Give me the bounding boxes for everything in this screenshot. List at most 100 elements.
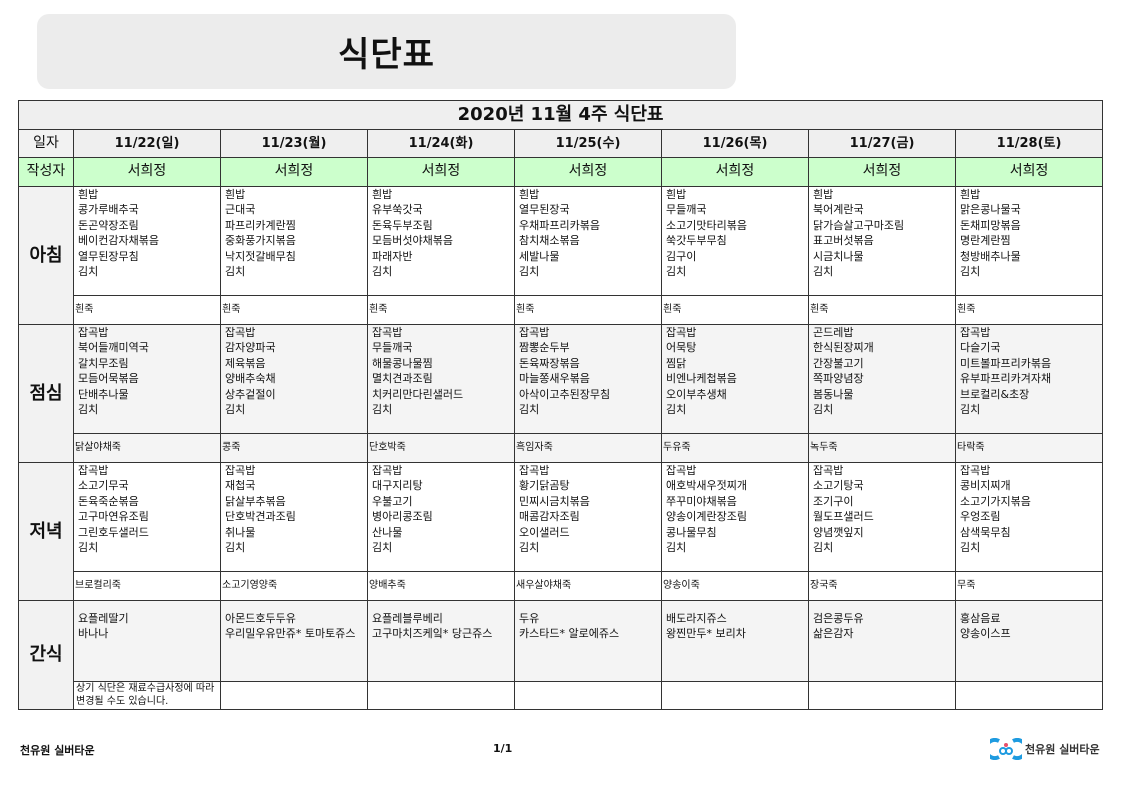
menu-item: 잡곡밥: [666, 464, 697, 477]
menu-item: 시금치나물: [813, 249, 864, 263]
lunch-porridge: 콩죽: [220, 433, 368, 463]
meal-label-dinner: 저녁: [18, 462, 74, 601]
menu-item: 흰밥: [225, 188, 246, 201]
menu-item: 청방배추나물: [960, 249, 1021, 263]
menu-item: 참치채소볶음: [519, 234, 580, 248]
logo: 천유원 실버타운: [990, 738, 1100, 760]
footer-org: 천유원 실버타운: [20, 744, 95, 757]
breakfast-porridge: 흰죽: [661, 295, 809, 325]
menu-item: 해물콩나물찜: [372, 356, 433, 370]
empty-cell: [514, 681, 662, 710]
menu-item: 요플레딸기: [78, 612, 129, 625]
menu-item: 봄동나물: [813, 387, 854, 401]
page-number: 1/1: [493, 742, 513, 755]
breakfast-menu-cell: 흰밥 열무된장국 우채파프리카볶음 참치채소볶음 세발나물 김치: [514, 186, 662, 296]
writer-name: 서희정: [73, 157, 221, 187]
menu-item: 왕찐만두* 보리차: [666, 627, 746, 641]
menu-item: 삼색묵무침: [960, 525, 1011, 539]
menu-item: 베이컨감자채볶음: [78, 234, 159, 248]
menu-item: 감자양파국: [225, 341, 276, 355]
day-date: 11/26(목): [661, 129, 809, 158]
writer-name: 서희정: [661, 157, 809, 187]
menu-item: 표고버섯볶음: [813, 234, 874, 248]
menu-item: 잡곡밥: [813, 464, 844, 477]
menu-item: 열무된장무침: [78, 249, 139, 263]
menu-item: 파프리카계란찜: [225, 218, 296, 232]
dinner-menu-cell: 잡곡밥 소고기탕국 조기구이 월도프샐러드 양념깻잎지 김치: [808, 462, 956, 572]
menu-item: 소고기맛타리볶음: [666, 218, 747, 232]
menu-item: 김치: [78, 541, 99, 555]
writer-name: 서희정: [808, 157, 956, 187]
menu-item: 우채파프리카볶음: [519, 218, 600, 232]
menu-item: 잡곡밥: [78, 326, 109, 339]
menu-item: 우엉조림: [960, 510, 1001, 524]
breakfast-porridge: 흰죽: [514, 295, 662, 325]
menu-item: 세발나물: [519, 249, 560, 263]
menu-item: 고구마연유조림: [78, 510, 149, 524]
breakfast-porridge: 흰죽: [73, 295, 221, 325]
menu-item: 오이부추생채: [666, 387, 727, 401]
dinner-menu-cell: 잡곡밥 콩비지찌개 소고기가지볶음 우엉조림 삼색묵무침 김치: [954, 462, 1104, 572]
menu-change-note: 상기 식단은 재료수급사정에 따라 변경될 수도 있습니다.: [73, 681, 221, 710]
menu-item: 김치: [519, 541, 540, 555]
menu-item: 다슬기국: [960, 341, 1001, 355]
menu-item: 비엔나케첩볶음: [666, 372, 737, 386]
snack-menu-cell: 요플레블루베리 고구마치즈케잌* 당근쥬스: [367, 600, 515, 682]
menu-item: 돈채피망볶음: [960, 218, 1021, 232]
menu-item: 황기닭곰탕: [519, 479, 570, 493]
breakfast-menu-cell: 흰밥 맑은콩나물국 돈채피망볶음 명란계란찜 청방배추나물 김치: [954, 186, 1104, 296]
lunch-menu-cell: 잡곡밥 무들깨국 해물콩나물찜 멸치견과조림 치커리만다린샐러드 김치: [367, 324, 515, 434]
menu-item: 파래자반: [372, 249, 413, 263]
lunch-menu-cell: 잡곡밥 어묵탕 찜닭 비엔나케첩볶음 오이부추생채 김치: [661, 324, 809, 434]
dinner-porridge: 양송이죽: [661, 571, 809, 601]
menu-item: 김치: [960, 541, 981, 555]
menu-item: 흰밥: [519, 188, 540, 201]
menu-item: 북어들깨미역국: [78, 341, 149, 355]
breakfast-porridge: 흰죽: [808, 295, 956, 325]
menu-item: 열무된장국: [519, 203, 570, 217]
lunch-menu-cell: 잡곡밥 북어들깨미역국 갈치무조림 모듬어묵볶음 단배추나물 김치: [73, 324, 221, 434]
menu-item: 치커리만다린샐러드: [372, 387, 464, 401]
menu-item: 단배추나물: [78, 387, 129, 401]
menu-item: 흰밥: [960, 188, 981, 201]
menu-item: 잡곡밥: [666, 326, 697, 339]
menu-item: 흰밥: [372, 188, 393, 201]
table-title: 2020년 11월 4주 식단표: [17, 100, 1104, 130]
menu-item: 모듬어묵볶음: [78, 372, 139, 386]
menu-item: 양송이스프: [960, 627, 1011, 641]
menu-item: 병아리콩조림: [372, 510, 433, 524]
empty-cell: [367, 681, 515, 710]
dinner-porridge: 새우살야채죽: [514, 571, 662, 601]
menu-item: 김치: [225, 541, 246, 555]
writer-label: 작성자: [18, 157, 74, 187]
lunch-menu-cell: 곤드레밥 한식된장찌개 간장불고기 쪽파양념장 봄동나물 김치: [808, 324, 956, 434]
menu-item: 김구이: [666, 249, 697, 263]
breakfast-menu-cell: 흰밥 콩가루배추국 돈곤약장조림 베이컨감자채볶음 열무된장무침 김치: [73, 186, 221, 296]
menu-item: 찜닭: [666, 356, 687, 370]
menu-item: 브로컬리&초장: [960, 387, 1030, 401]
menu-item: 콩나물무침: [666, 525, 717, 539]
menu-item: 김치: [666, 403, 687, 417]
menu-item: 조기구이: [813, 494, 854, 508]
menu-item: 돈육죽순볶음: [78, 494, 139, 508]
menu-item: 바나나: [78, 627, 109, 641]
menu-item: 취나물: [225, 525, 256, 539]
dinner-porridge: 양배추죽: [367, 571, 515, 601]
meal-label-lunch: 점심: [18, 324, 74, 463]
writer-name: 서희정: [220, 157, 368, 187]
menu-item: 김치: [519, 403, 540, 417]
lunch-porridge: 단호박죽: [367, 433, 515, 463]
menu-item: 김치: [225, 265, 246, 279]
day-date: 11/27(금): [808, 129, 956, 158]
day-date: 11/22(일): [73, 129, 221, 158]
menu-item: 닭살부추볶음: [225, 494, 286, 508]
menu-item: 카스타드* 알로에쥬스: [519, 627, 620, 641]
snack-menu-cell: 검은콩두유 삶은감자: [808, 600, 956, 682]
menu-item: 매콤감자조림: [519, 510, 580, 524]
empty-cell: [661, 681, 809, 710]
menu-item: 요플레블루베리: [372, 612, 443, 625]
menu-item: 흰밥: [78, 188, 99, 201]
menu-item: 우불고기: [372, 494, 413, 508]
menu-item: 김치: [372, 265, 393, 279]
writer-name: 서희정: [954, 157, 1104, 187]
